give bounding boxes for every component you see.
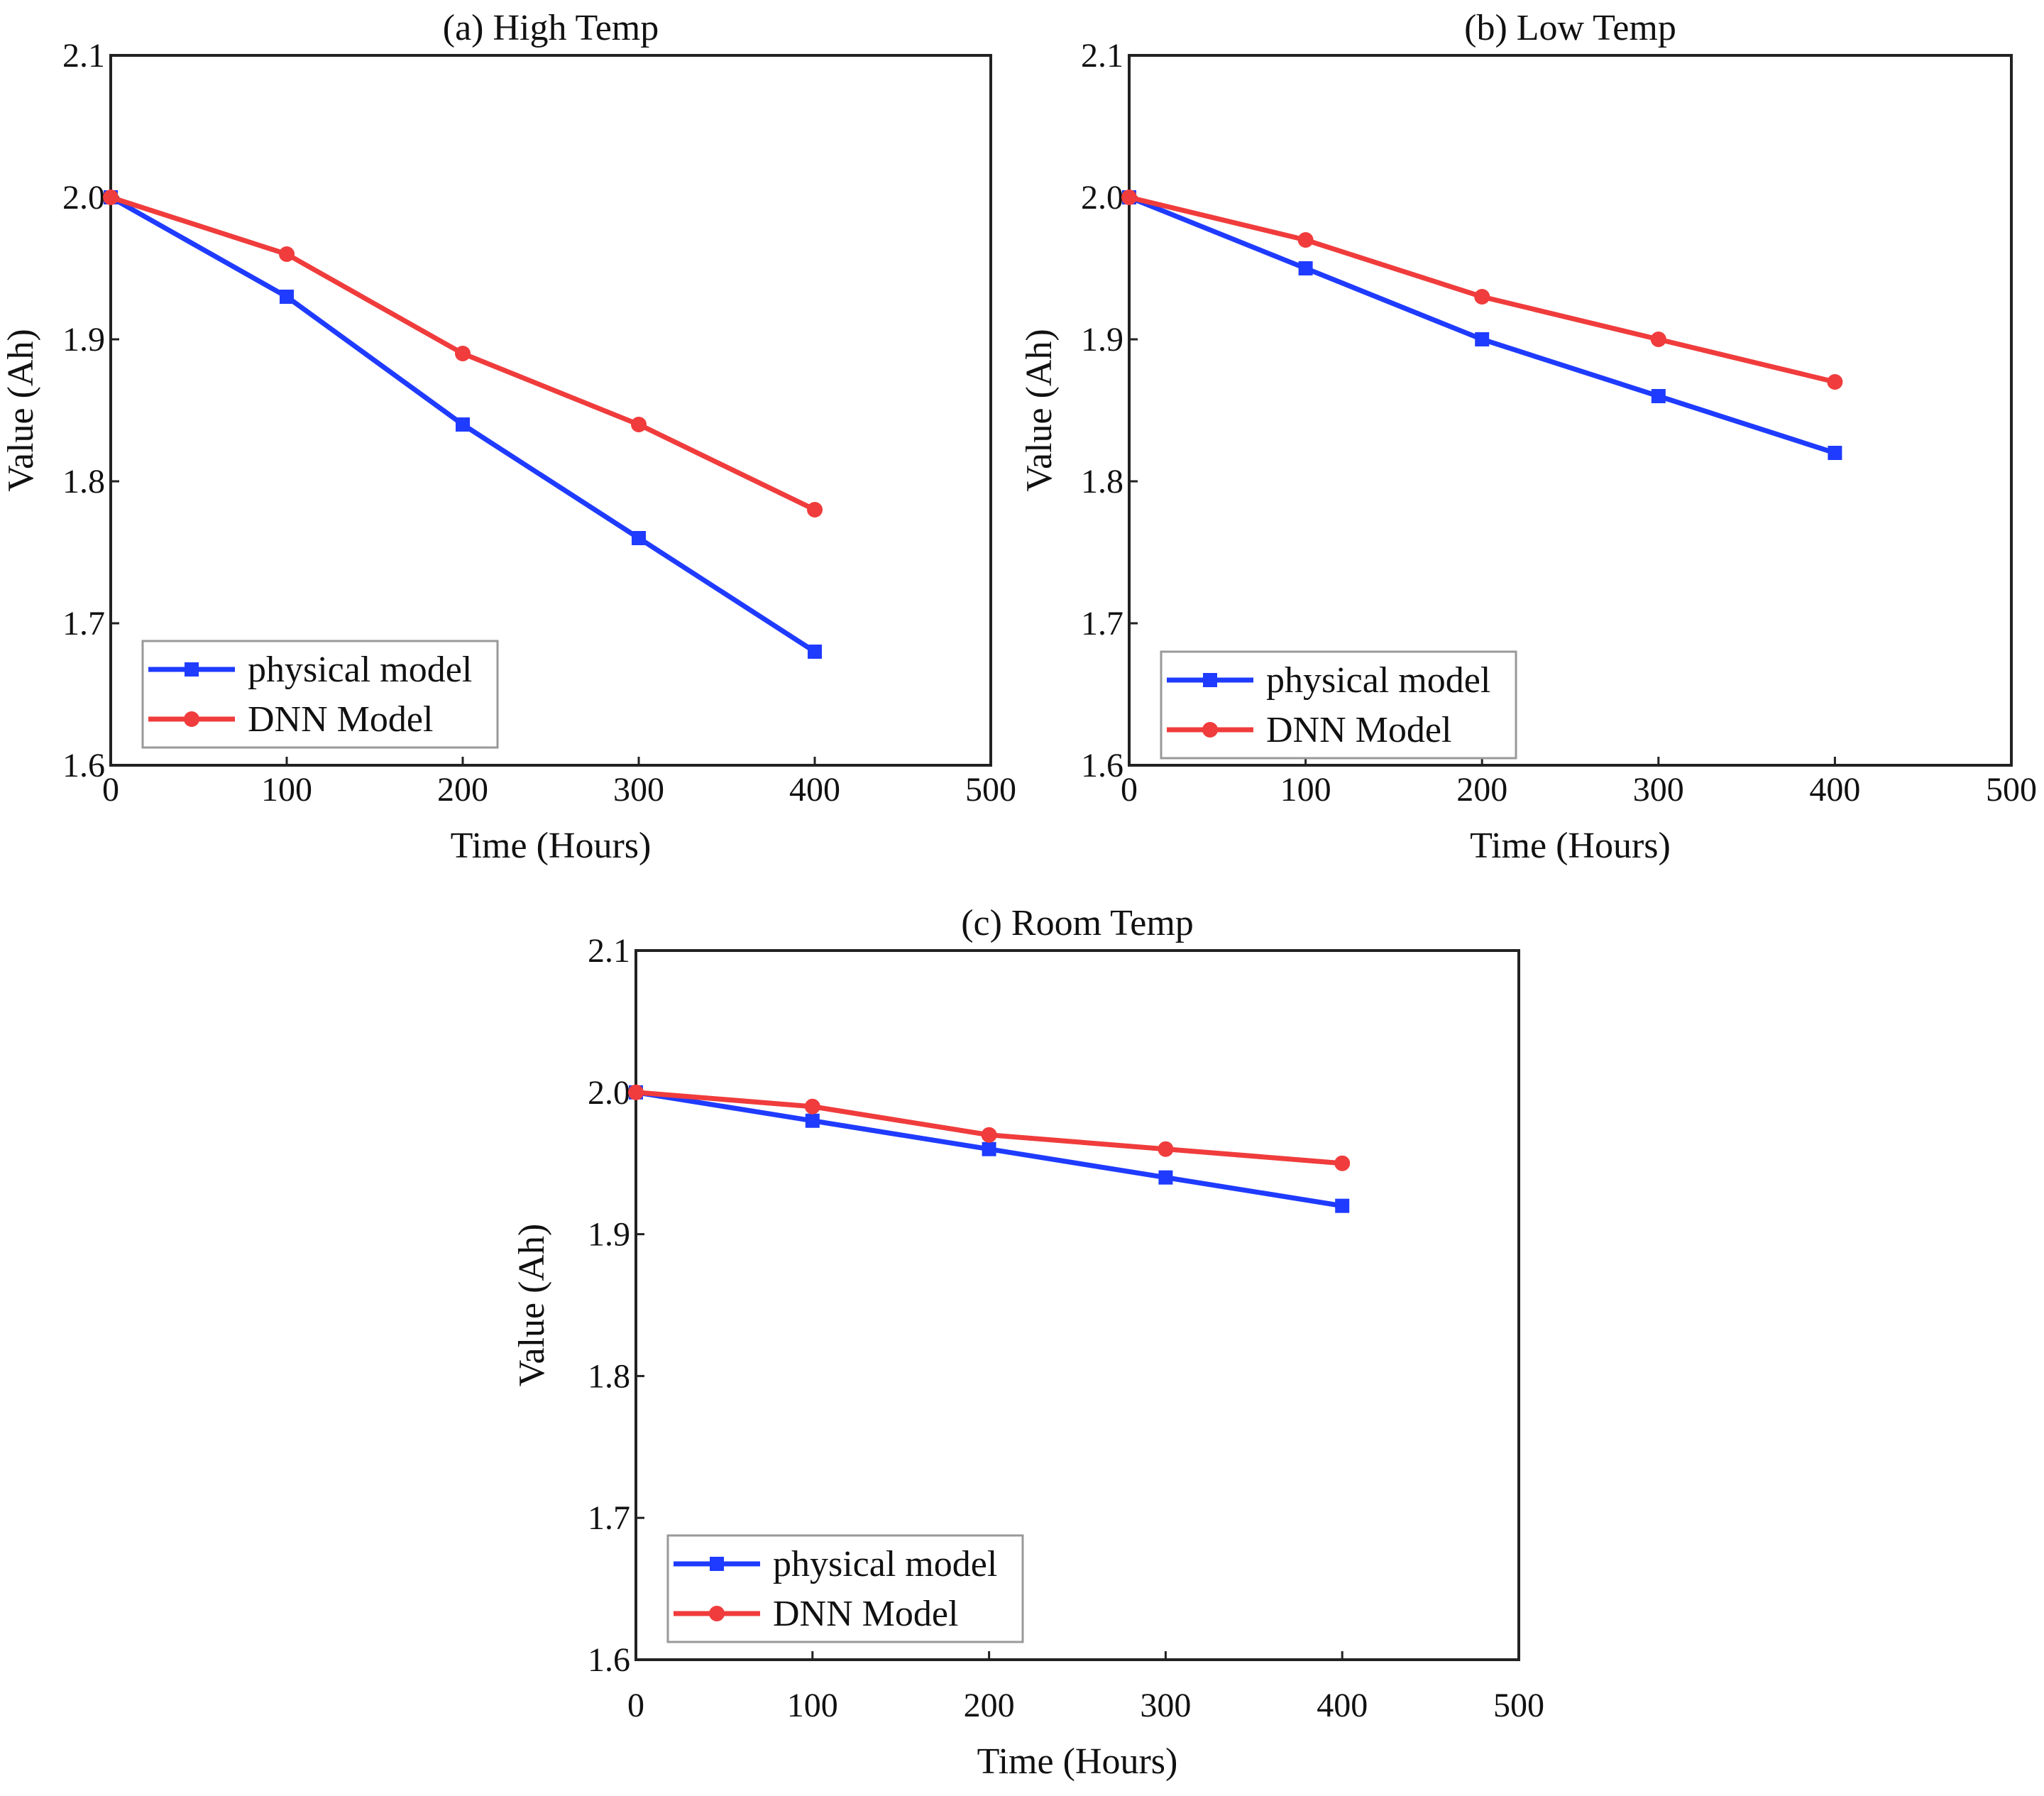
data-point-square bbox=[632, 531, 646, 545]
data-point-square bbox=[808, 645, 822, 659]
legend-label: physical model bbox=[773, 1544, 997, 1584]
y-tick-label: 2.1 bbox=[588, 932, 630, 970]
legend-label: DNN Model bbox=[773, 1594, 958, 1634]
data-point-circle bbox=[279, 246, 295, 262]
x-tick-label: 200 bbox=[964, 1687, 1015, 1724]
y-tick-label: 1.6 bbox=[62, 747, 105, 784]
plot-frame bbox=[109, 54, 992, 767]
data-point-circle bbox=[1650, 332, 1666, 347]
x-axis-label: Time (Hours) bbox=[977, 1741, 1178, 1782]
data-point-square bbox=[280, 290, 294, 304]
y-tick-label: 1.7 bbox=[588, 1499, 630, 1537]
data-point-circle bbox=[1474, 289, 1490, 305]
chart-title: (c) Room Temp bbox=[961, 903, 1194, 943]
x-tick-label: 0 bbox=[102, 771, 119, 809]
legend-circle-marker bbox=[1202, 722, 1218, 738]
y-tick-label: 1.6 bbox=[1081, 747, 1123, 784]
y-tick-label: 2.1 bbox=[1081, 37, 1123, 75]
y-tick-label: 1.7 bbox=[1081, 605, 1123, 642]
y-tick-label: 2.0 bbox=[1081, 179, 1123, 217]
y-tick-label: 1.8 bbox=[588, 1357, 630, 1395]
chart-panel-1: (a) High Temp 0 100 200 300 400 500 1.6 1.7 1.8 1.… bbox=[1, 8, 1016, 866]
chart-panel-3: (c) Room Temp 0 100 200 300 400 500 1.6 1.7 1.8 1.… bbox=[512, 903, 1544, 1782]
x-tick-label: 400 bbox=[1317, 1687, 1368, 1724]
data-point-circle bbox=[1297, 232, 1314, 248]
x-tick-label: 100 bbox=[787, 1687, 838, 1724]
data-point-square bbox=[1828, 446, 1842, 460]
plot-frame bbox=[634, 949, 1520, 1661]
data-point-square bbox=[1335, 1198, 1350, 1213]
y-tick-label: 2.1 bbox=[62, 37, 105, 75]
data-point-circle bbox=[1827, 374, 1843, 390]
chart-title: (a) High Temp bbox=[443, 8, 659, 48]
data-point-circle bbox=[981, 1127, 997, 1143]
data-point-square bbox=[456, 417, 470, 432]
plot-frame bbox=[1128, 54, 2013, 767]
y-tick-label: 1.9 bbox=[1081, 321, 1123, 358]
legend: physical model DNN Model bbox=[141, 640, 499, 749]
y-axis-label: Value (Ah) bbox=[1019, 329, 1060, 492]
data-point-circle bbox=[1158, 1141, 1174, 1157]
x-axis-label: Time (Hours) bbox=[1470, 826, 1671, 866]
legend-box bbox=[666, 1534, 1024, 1643]
legend-square-marker bbox=[710, 1557, 724, 1571]
legend-box bbox=[141, 640, 499, 749]
y-tick-label: 1.9 bbox=[62, 321, 105, 358]
x-axis-label: Time (Hours) bbox=[451, 826, 652, 866]
data-point-circle bbox=[628, 1084, 644, 1100]
x-tick-label: 100 bbox=[1280, 771, 1331, 809]
legend-circle-marker bbox=[184, 711, 199, 727]
data-point-circle bbox=[807, 502, 823, 518]
series-line-physical-model bbox=[1128, 195, 1836, 456]
y-axis-label: Value (Ah) bbox=[1, 329, 41, 492]
y-tick-label: 2.0 bbox=[62, 179, 105, 217]
legend-square-marker bbox=[1203, 673, 1217, 687]
y-tick-label: 1.8 bbox=[62, 463, 105, 500]
x-tick-label: 0 bbox=[1121, 771, 1138, 809]
legend: physical model DNN Model bbox=[1160, 650, 1517, 760]
legend: physical model DNN Model bbox=[666, 1534, 1024, 1643]
data-point-circle bbox=[631, 417, 647, 432]
y-tick-label: 1.8 bbox=[1081, 463, 1123, 500]
x-tick-label: 400 bbox=[1809, 771, 1860, 809]
x-tick-label: 200 bbox=[437, 771, 488, 809]
legend-square-marker bbox=[185, 662, 199, 677]
x-tick-label: 0 bbox=[627, 1687, 644, 1724]
chart-panel-2: (b) Low Temp 0 100 200 300 400 500 1.6 1.7 1.8 1.9… bbox=[1019, 8, 2037, 866]
y-tick-label: 1.6 bbox=[588, 1641, 630, 1679]
x-tick-label: 300 bbox=[1633, 771, 1684, 809]
x-tick-label: 300 bbox=[1140, 1687, 1191, 1724]
data-point-square bbox=[1158, 1170, 1173, 1185]
data-point-circle bbox=[804, 1098, 820, 1115]
y-tick-label: 1.9 bbox=[588, 1216, 630, 1254]
chart-title: (b) Low Temp bbox=[1464, 8, 1676, 48]
x-tick-label: 500 bbox=[965, 771, 1016, 809]
x-tick-label: 100 bbox=[261, 771, 312, 809]
legend-label: DNN Model bbox=[248, 699, 433, 740]
data-point-square bbox=[805, 1113, 820, 1128]
data-point-square bbox=[1651, 389, 1666, 403]
data-point-square bbox=[982, 1141, 996, 1156]
y-axis-label: Value (Ah) bbox=[512, 1224, 552, 1387]
data-point-circle bbox=[455, 346, 471, 361]
legend-label: DNN Model bbox=[1266, 710, 1451, 750]
legend-label: physical model bbox=[248, 650, 472, 690]
data-point-square bbox=[1475, 332, 1490, 346]
x-tick-label: 300 bbox=[613, 771, 664, 809]
x-tick-label: 200 bbox=[1456, 771, 1507, 809]
x-tick-label: 500 bbox=[1493, 1687, 1544, 1724]
legend-box bbox=[1160, 650, 1517, 760]
data-point-square bbox=[1298, 261, 1313, 275]
data-point-circle bbox=[1121, 190, 1137, 205]
data-point-circle bbox=[103, 190, 119, 205]
data-point-circle bbox=[1334, 1155, 1351, 1171]
legend-label: physical model bbox=[1266, 660, 1490, 701]
y-tick-label: 2.0 bbox=[588, 1074, 630, 1112]
legend-circle-marker bbox=[709, 1606, 725, 1621]
x-tick-label: 500 bbox=[1986, 771, 2037, 809]
x-tick-label: 400 bbox=[789, 771, 840, 809]
y-tick-label: 1.7 bbox=[62, 605, 105, 642]
